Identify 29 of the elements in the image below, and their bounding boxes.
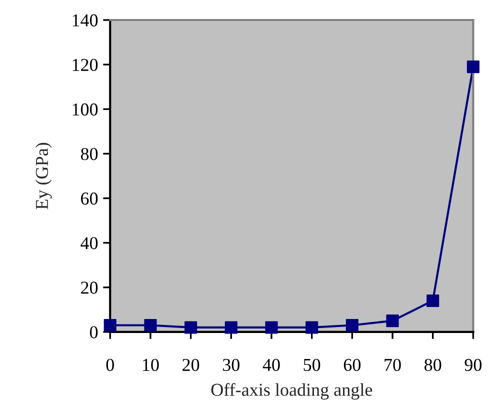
- x-tick-label: 30: [222, 358, 240, 372]
- point: [224, 321, 238, 334]
- y-tick-label: 0: [90, 326, 98, 338]
- y-tick-label: 80: [80, 148, 98, 160]
- x-tick-label: 10: [143, 358, 159, 372]
- point: [144, 318, 157, 332]
- point: [386, 314, 399, 328]
- y-tick-label: 60: [81, 192, 98, 205]
- point: [306, 321, 318, 334]
- y-tick-label: 20: [81, 282, 98, 294]
- x-axis-title: Off-axis loading angle: [211, 383, 372, 400]
- x-tick-label: 40: [262, 358, 280, 372]
- x-tick-label: 0: [106, 358, 114, 372]
- x-tick-label: 80: [424, 358, 442, 372]
- y-tick-label: 120: [72, 58, 98, 72]
- y-axis-title: Ey (GPa): [35, 142, 52, 210]
- y-tick-label: 40: [80, 237, 98, 250]
- point: [346, 318, 358, 332]
- y-tick-label: 140: [72, 14, 98, 26]
- point: [265, 321, 278, 334]
- x-tick-label: 60: [344, 358, 360, 372]
- point: [184, 321, 198, 334]
- y-tick-label: 100: [72, 103, 98, 116]
- x-tick-label: 50: [304, 358, 320, 372]
- x-tick-label: 20: [182, 358, 200, 372]
- point: [466, 60, 480, 74]
- x-tick-label: 70: [384, 358, 401, 372]
- x-tick-label: 90: [464, 358, 482, 372]
- point: [426, 294, 440, 308]
